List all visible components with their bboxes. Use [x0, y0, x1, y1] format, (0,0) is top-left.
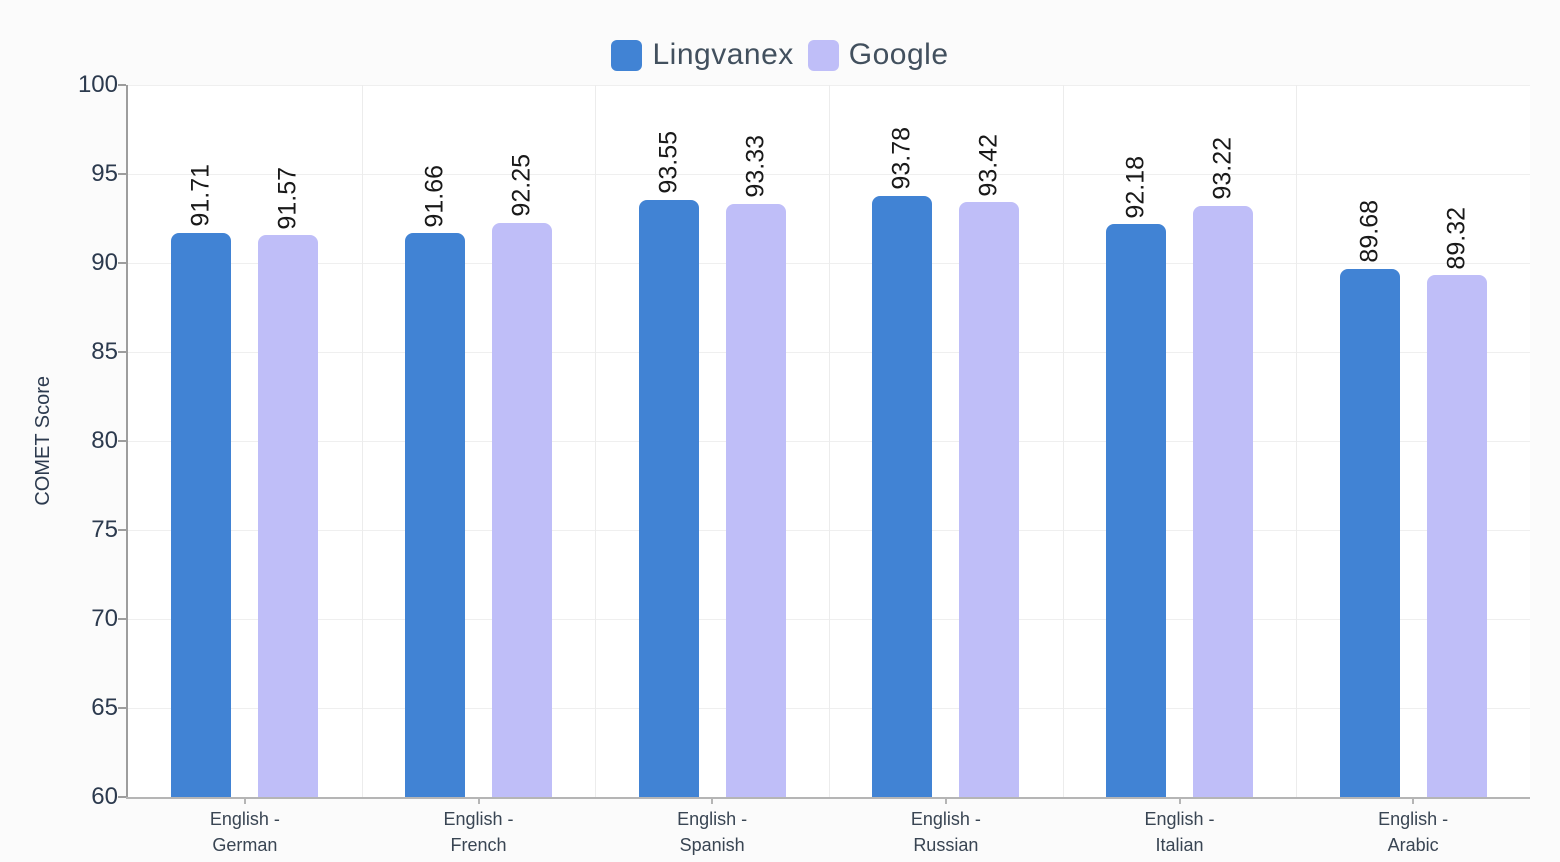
category-label-italian: English - Italian: [1063, 806, 1297, 858]
bar-lingvanex-german[interactable]: 91.71: [171, 164, 232, 797]
legend-swatch: [807, 39, 839, 71]
x-tick-mark: [1412, 798, 1415, 804]
bar-value-label: 91.71: [186, 164, 215, 227]
legend-swatch: [611, 39, 643, 71]
bar-lingvanex-arabic[interactable]: 89.68: [1339, 200, 1400, 797]
bar-value-label: 89.32: [1442, 206, 1471, 270]
bar-google-russian[interactable]: 93.42: [959, 134, 1020, 797]
bar-group-arabic: 89.68 89.32: [1296, 85, 1530, 797]
plot-area: 91.71 91.57 91.66 92.25 93.55 93.33 93.78 93.42…: [126, 85, 1530, 799]
bar-value-label: 92.25: [507, 154, 536, 217]
bar-group-german: 91.71 91.57: [128, 85, 362, 797]
category-label-line1: English -: [910, 809, 981, 829]
bar-lingvanex-french[interactable]: 91.66: [404, 165, 465, 797]
y-tick-mark: [118, 262, 126, 264]
y-tick-label: 75: [91, 516, 118, 543]
category-label-line2: Spanish: [679, 835, 745, 856]
x-tick-mark: [243, 798, 246, 804]
legend-item-lingvanex[interactable]: Lingvanex: [611, 38, 793, 72]
y-axis-line: [126, 85, 128, 799]
bar-lingvanex-russian[interactable]: 93.78: [872, 127, 933, 797]
y-tick-mark: [118, 707, 126, 709]
y-tick-mark: [118, 440, 126, 442]
x-tick-mark: [477, 798, 480, 804]
x-tick-mark: [1178, 798, 1181, 804]
bar-group-french: 91.66 92.25: [362, 85, 596, 797]
y-tick-mark: [118, 529, 126, 531]
category-label-line2: Russian: [913, 835, 979, 856]
legend-label: Lingvanex: [652, 38, 794, 71]
category-label-german: English - German: [128, 806, 362, 858]
category-label-line1: English -: [209, 809, 280, 829]
y-tick-label: 85: [91, 338, 118, 365]
bar-google-italian[interactable]: 93.22: [1192, 137, 1253, 797]
gridline-vertical: [1062, 85, 1064, 797]
category-label-line2: Arabic: [1387, 835, 1439, 856]
category-label-russian: English - Russian: [829, 806, 1063, 858]
bar-value-label: 93.33: [741, 135, 770, 198]
chart-legend: Lingvanex Google: [0, 38, 1560, 72]
legend-item-google[interactable]: Google: [807, 38, 949, 72]
gridline-vertical: [1296, 85, 1298, 797]
category-label-line1: English -: [1378, 809, 1449, 829]
y-tick-label: 65: [91, 694, 118, 721]
y-tick-mark: [118, 796, 126, 798]
gridline-vertical: [829, 85, 830, 797]
x-axis-line: [126, 797, 1530, 799]
bar-lingvanex-italian[interactable]: 92.18: [1105, 156, 1166, 797]
x-tick-mark: [711, 798, 714, 804]
category-label-spanish: English - Spanish: [595, 806, 829, 858]
y-tick-label: 80: [91, 427, 118, 454]
y-tick-label: 70: [91, 605, 118, 632]
legend-label: Google: [848, 38, 949, 71]
bar-google-french[interactable]: 92.25: [491, 154, 552, 797]
category-label-line1: English -: [1144, 809, 1215, 829]
y-tick-label: 60: [91, 783, 118, 810]
category-label-line1: English -: [677, 809, 748, 829]
y-tick-label: 95: [91, 160, 118, 187]
bar-group-spanish: 93.55 93.33: [595, 85, 829, 797]
y-tick-label: 90: [91, 249, 118, 276]
y-tick-mark: [118, 173, 126, 175]
y-tick-mark: [118, 84, 126, 86]
bar-google-arabic[interactable]: 89.32: [1426, 207, 1487, 797]
bar-value-label: 93.42: [974, 133, 1003, 197]
bar-value-label: 91.57: [273, 166, 302, 230]
bar-group-italian: 92.18 93.22: [1063, 85, 1297, 797]
gridline-vertical: [595, 85, 597, 797]
bar-value-label: 92.18: [1121, 155, 1150, 219]
bar-value-label: 93.55: [654, 131, 683, 194]
category-label-line2: German: [212, 835, 278, 856]
category-label-arabic: English - Arabic: [1296, 806, 1530, 858]
category-label-french: English - French: [362, 806, 596, 858]
bar-lingvanex-spanish[interactable]: 93.55: [638, 131, 699, 797]
y-tick-mark: [118, 618, 126, 620]
bar-google-spanish[interactable]: 93.33: [725, 135, 786, 797]
bar-value-label: 93.78: [887, 127, 916, 190]
bar-google-german[interactable]: 91.57: [258, 167, 319, 797]
bar-value-label: 89.68: [1355, 200, 1384, 263]
x-tick-mark: [944, 798, 947, 804]
y-tick-mark: [118, 351, 126, 353]
y-tick-label: 100: [77, 71, 118, 98]
bar-value-label: 91.66: [420, 164, 449, 228]
gridline-vertical: [361, 85, 363, 797]
category-label-line1: English -: [443, 809, 514, 829]
category-label-line2: Italian: [1155, 835, 1204, 856]
bar-value-label: 93.22: [1208, 137, 1237, 200]
bar-group-russian: 93.78 93.42: [829, 85, 1063, 797]
category-label-line2: French: [450, 835, 507, 856]
